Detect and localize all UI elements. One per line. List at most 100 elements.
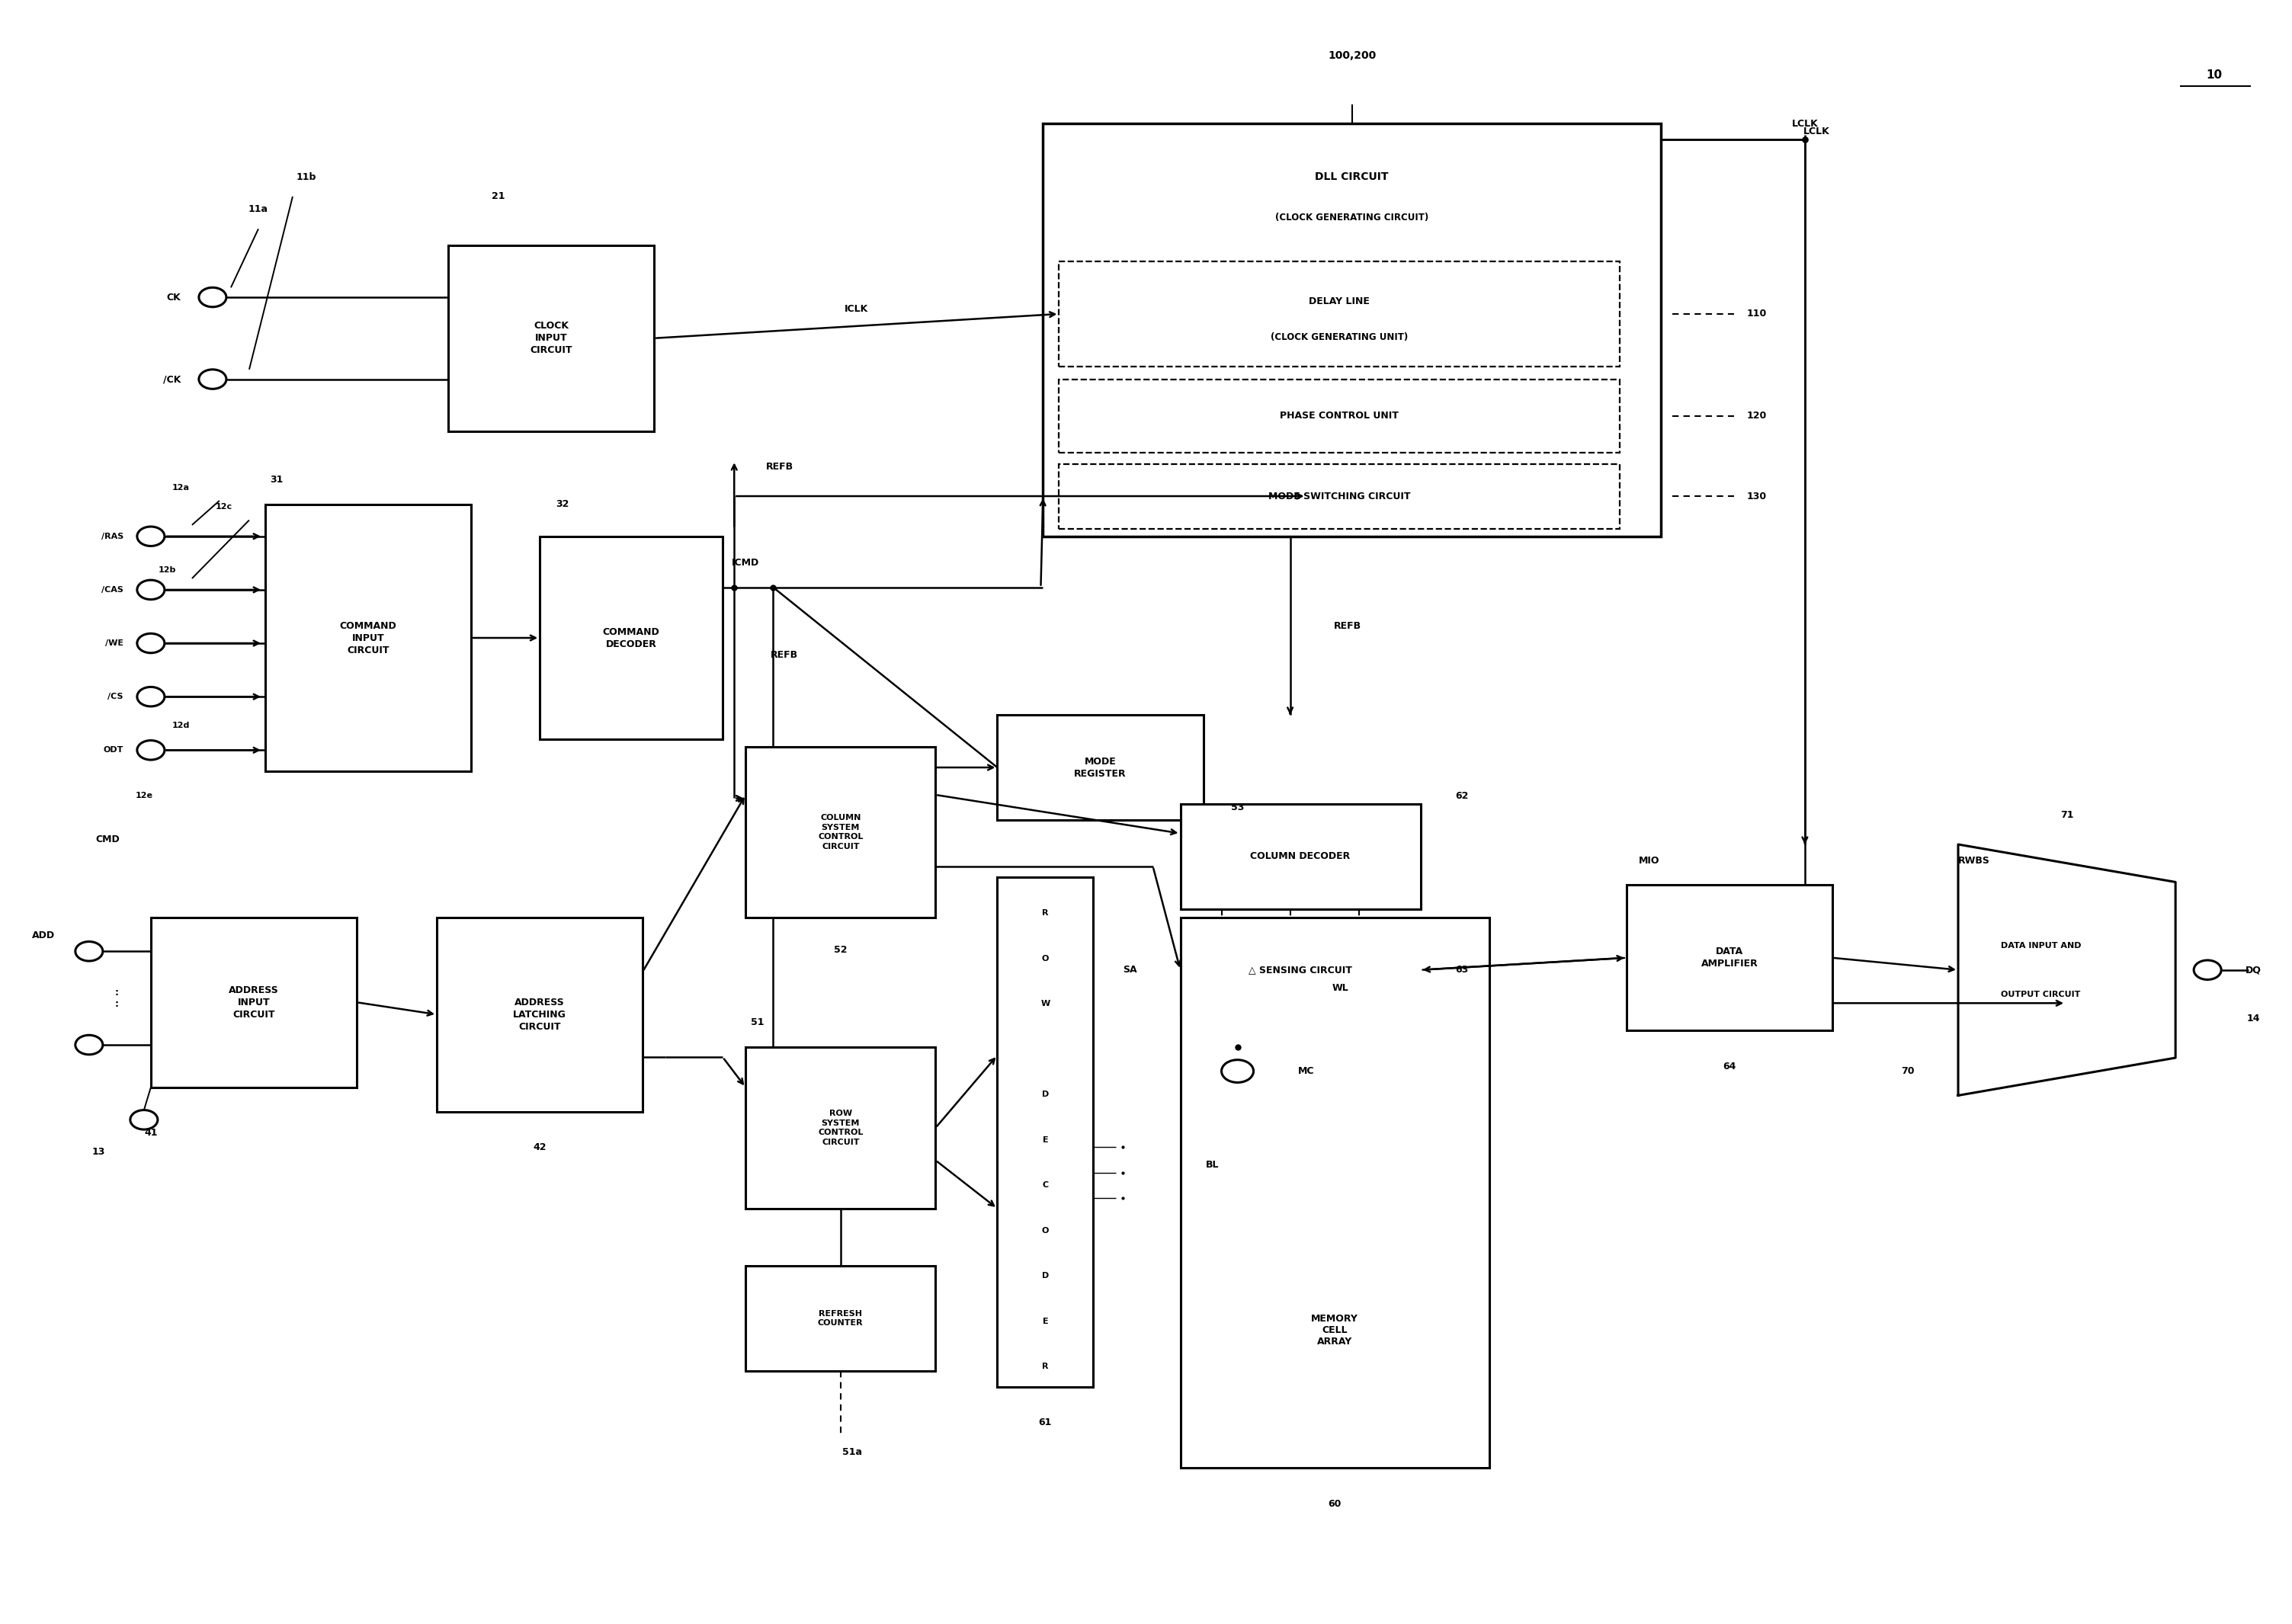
Text: COLUMN DECODER: COLUMN DECODER	[1251, 851, 1350, 861]
Text: 60: 60	[1327, 1499, 1341, 1509]
Text: 21: 21	[493, 192, 504, 201]
Text: DATA INPUT AND: DATA INPUT AND	[2001, 942, 2081, 950]
Text: MEMORY
CELL
ARRAY: MEMORY CELL ARRAY	[1311, 1314, 1359, 1346]
Text: 10: 10	[2207, 70, 2223, 81]
Polygon shape	[1957, 844, 2175, 1096]
Text: 51a: 51a	[841, 1447, 862, 1457]
Text: COMMAND
INPUT
CIRCUIT: COMMAND INPUT CIRCUIT	[339, 620, 397, 654]
Text: /CK: /CK	[163, 374, 181, 385]
Text: 12c: 12c	[215, 503, 231, 512]
Text: BL: BL	[1206, 1160, 1219, 1169]
Text: ADDRESS
INPUT
CIRCUIT: ADDRESS INPUT CIRCUIT	[229, 986, 280, 1020]
Bar	[1043, 123, 1662, 536]
Text: DATA
AMPLIFIER: DATA AMPLIFIER	[1701, 947, 1758, 970]
Bar	[266, 503, 472, 771]
Text: (CLOCK GENERATING CIRCUIT): (CLOCK GENERATING CIRCUIT)	[1274, 213, 1428, 222]
Text: 120: 120	[1747, 411, 1767, 421]
Text: REFB: REFB	[766, 463, 793, 473]
Text: CLOCK
INPUT
CIRCUIT: CLOCK INPUT CIRCUIT	[529, 322, 573, 356]
Bar	[1059, 464, 1620, 528]
Text: 53: 53	[1231, 802, 1245, 812]
Text: PHASE CONTROL UNIT: PHASE CONTROL UNIT	[1279, 411, 1398, 421]
Text: CK: CK	[167, 292, 181, 302]
Text: R: R	[1043, 1363, 1047, 1371]
Bar	[1059, 261, 1620, 367]
Text: /WE: /WE	[105, 640, 124, 646]
Text: 52: 52	[834, 945, 848, 955]
Text: REFB: REFB	[1334, 620, 1361, 630]
Text: ODT: ODT	[103, 747, 124, 754]
Bar	[438, 918, 642, 1112]
Bar	[151, 918, 358, 1088]
Text: ADD: ADD	[32, 931, 55, 940]
Text: D: D	[1043, 1091, 1050, 1098]
Text: MC: MC	[1297, 1067, 1313, 1077]
Text: 63: 63	[1455, 965, 1469, 974]
Text: 110: 110	[1747, 309, 1767, 318]
Bar	[1180, 918, 1490, 1468]
Text: 13: 13	[92, 1147, 105, 1158]
Text: 70: 70	[1900, 1067, 1914, 1077]
Bar	[1059, 380, 1620, 453]
Text: W: W	[1041, 1000, 1050, 1007]
Text: R: R	[1043, 909, 1047, 918]
Text: RWBS: RWBS	[1957, 856, 1989, 866]
Text: SA: SA	[1123, 965, 1137, 974]
Text: LCLK: LCLK	[1804, 127, 1829, 136]
Text: COMMAND
DECODER: COMMAND DECODER	[603, 627, 660, 650]
Text: MODE
REGISTER: MODE REGISTER	[1075, 757, 1125, 778]
Bar	[745, 1265, 935, 1371]
Text: 11b: 11b	[296, 172, 316, 182]
Text: O: O	[1043, 1226, 1050, 1234]
Text: DQ: DQ	[2246, 965, 2262, 974]
Text: (CLOCK GENERATING UNIT): (CLOCK GENERATING UNIT)	[1270, 333, 1407, 343]
Text: REFRESH
COUNTER: REFRESH COUNTER	[818, 1309, 864, 1327]
Text: 71: 71	[2061, 810, 2074, 820]
Text: C: C	[1043, 1181, 1047, 1189]
Bar	[449, 245, 653, 432]
Text: 11a: 11a	[248, 205, 268, 214]
Bar	[1627, 885, 1831, 1031]
Bar	[1180, 926, 1421, 1015]
Text: 42: 42	[534, 1142, 545, 1153]
Text: :
:: : :	[115, 987, 119, 1009]
Text: 41: 41	[144, 1127, 158, 1138]
Text: 14: 14	[2246, 1013, 2260, 1023]
Bar	[745, 1047, 935, 1208]
Text: COLUMN
SYSTEM
CONTROL
CIRCUIT: COLUMN SYSTEM CONTROL CIRCUIT	[818, 814, 864, 851]
Text: /CS: /CS	[108, 693, 124, 700]
Text: DLL CIRCUIT: DLL CIRCUIT	[1316, 172, 1389, 182]
Bar	[997, 715, 1203, 820]
Text: LCLK: LCLK	[1792, 119, 1818, 128]
Text: E: E	[1043, 1137, 1047, 1143]
Bar	[997, 877, 1093, 1387]
Text: △ SENSING CIRCUIT: △ SENSING CIRCUIT	[1249, 965, 1352, 974]
Text: WL: WL	[1332, 983, 1348, 992]
Text: ICMD: ICMD	[731, 559, 759, 568]
Text: 61: 61	[1038, 1418, 1052, 1427]
Text: MIO: MIO	[1639, 856, 1659, 866]
Bar	[1180, 804, 1421, 909]
Bar	[539, 536, 722, 739]
Text: REFB: REFB	[770, 650, 798, 661]
Text: MODE SWITCHING CIRCUIT: MODE SWITCHING CIRCUIT	[1267, 490, 1410, 502]
Text: CMD: CMD	[96, 835, 119, 844]
Text: ROW
SYSTEM
CONTROL
CIRCUIT: ROW SYSTEM CONTROL CIRCUIT	[818, 1109, 864, 1147]
Text: 32: 32	[557, 499, 568, 510]
Text: ADDRESS
LATCHING
CIRCUIT: ADDRESS LATCHING CIRCUIT	[513, 997, 566, 1031]
Text: D: D	[1043, 1272, 1050, 1280]
Text: E: E	[1043, 1317, 1047, 1325]
Text: 51: 51	[749, 1018, 763, 1028]
Text: 12e: 12e	[135, 791, 154, 799]
Text: 64: 64	[1724, 1062, 1735, 1072]
Text: 130: 130	[1747, 490, 1767, 502]
Text: 12b: 12b	[158, 567, 176, 575]
Text: 12d: 12d	[172, 723, 190, 729]
Bar	[745, 747, 935, 918]
Text: 100,200: 100,200	[1327, 50, 1375, 62]
Text: ICLK: ICLK	[846, 304, 869, 313]
Text: OUTPUT CIRCUIT: OUTPUT CIRCUIT	[2001, 991, 2081, 999]
Text: O: O	[1043, 955, 1050, 963]
Text: 31: 31	[270, 474, 284, 486]
Text: 12a: 12a	[172, 484, 190, 492]
